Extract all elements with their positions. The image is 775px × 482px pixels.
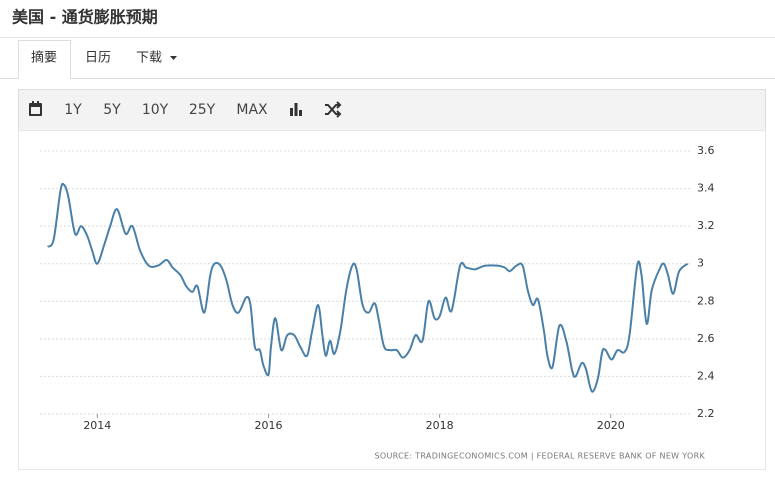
plot: 2.2 2.4 2.6 2.8 3 3.2 3.4 3.6 2014 2016 2018 2020	[40, 144, 715, 432]
tab-download[interactable]: 下载	[136, 51, 162, 66]
bar-chart-icon[interactable]	[290, 103, 302, 116]
page-title: 美国 - 通货膨胀预期	[12, 8, 158, 27]
range-button[interactable]: MAX	[236, 102, 268, 118]
calendar-icon[interactable]	[29, 101, 42, 116]
x-tick-label: 2014	[83, 419, 111, 432]
y-tick-label: 3.6	[697, 144, 715, 157]
y-tick-label: 2.6	[697, 332, 715, 345]
y-tick-label: 2.8	[697, 294, 715, 307]
tab-summary[interactable]: 摘要	[31, 50, 57, 66]
data-line	[46, 182, 689, 393]
range-buttons: 1Y 5Y 10Y 25Y MAX	[64, 102, 268, 118]
source-note: SOURCE: TRADINGECONOMICS.COM | FEDERAL R…	[375, 452, 706, 461]
active-tab-frame	[18, 40, 71, 79]
x-tick-label: 2018	[426, 419, 454, 432]
y-tick-label: 2.2	[697, 407, 715, 420]
chart-frame	[18, 130, 766, 470]
range-button[interactable]: 25Y	[189, 102, 216, 118]
range-button[interactable]: 10Y	[142, 102, 169, 118]
tab-calendar[interactable]: 日历	[85, 51, 111, 66]
y-tick-label: 3.4	[697, 182, 715, 195]
range-button[interactable]: 5Y	[103, 102, 121, 118]
y-tick-label: 2.4	[697, 369, 715, 382]
shuffle-icon[interactable]	[325, 101, 342, 118]
active-tab-cover	[19, 77, 70, 80]
range-button[interactable]: 1Y	[64, 102, 82, 118]
toolbar	[18, 89, 766, 131]
y-tick-label: 3	[697, 257, 704, 270]
x-tick-label: 2020	[597, 419, 625, 432]
x-tick-label: 2016	[254, 419, 282, 432]
y-tick-label: 3.2	[697, 219, 715, 232]
dropdown-caret[interactable]	[170, 56, 177, 60]
